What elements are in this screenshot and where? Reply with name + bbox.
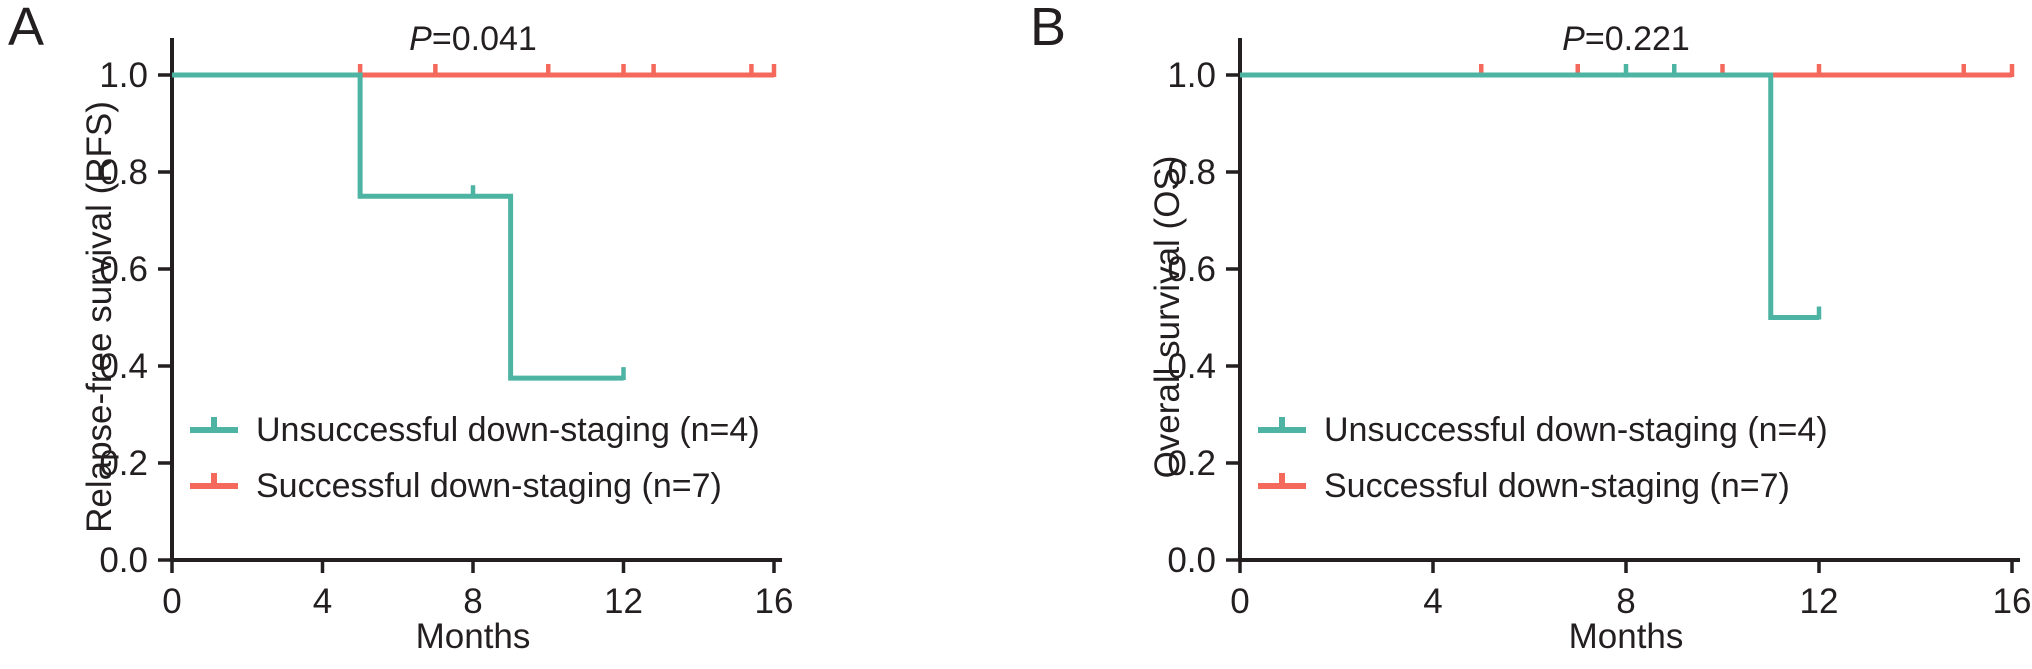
x-tick-label: 4 xyxy=(313,582,332,621)
legend-label-successful: Successful down-staging (n=7) xyxy=(1324,466,1790,505)
legend-item-successful: Successful down-staging (n=7) xyxy=(190,464,760,508)
x-tick-label: 16 xyxy=(1993,582,2032,621)
survival-curve xyxy=(172,72,624,381)
x-tick-label: 0 xyxy=(1230,582,1249,621)
x-tick-label: 16 xyxy=(755,582,794,621)
p-value-text: =0.221 xyxy=(1584,20,1690,58)
x-tick-label: 8 xyxy=(463,582,482,621)
panel-a-pvalue: P=0.041 xyxy=(172,20,774,59)
x-tick-label: 4 xyxy=(1423,582,1442,621)
salmon-censor-marker-icon xyxy=(1258,483,1306,489)
legend-label-successful: Successful down-staging (n=7) xyxy=(256,466,722,505)
p-symbol: P xyxy=(409,20,432,58)
legend-item-unsuccessful: Unsuccessful down-staging (n=4) xyxy=(1258,408,1828,452)
y-tick-label: 1.0 xyxy=(99,56,148,95)
y-tick-label: 0.4 xyxy=(99,347,148,386)
x-tick-label: 12 xyxy=(1800,582,1839,621)
legend-label-unsuccessful: Unsuccessful down-staging (n=4) xyxy=(1324,410,1828,449)
y-tick-label: 0.6 xyxy=(99,250,148,289)
panel-b: B P=0.221 Overall survival (OS) 0 4 8 12 16 1… xyxy=(1016,0,2032,669)
y-tick-label: 0.4 xyxy=(1167,347,1216,386)
y-tick-label: 0.0 xyxy=(99,541,148,580)
teal-censor-marker-icon xyxy=(190,427,238,433)
salmon-censor-marker-icon xyxy=(190,483,238,489)
p-symbol: P xyxy=(1562,20,1585,58)
y-tick-label: 0.2 xyxy=(1167,444,1216,483)
legend-label-unsuccessful: Unsuccessful down-staging (n=4) xyxy=(256,410,760,449)
panel-a-xlabel: Months xyxy=(415,617,531,656)
x-tick-label: 8 xyxy=(1616,582,1635,621)
y-tick-label: 1.0 xyxy=(1167,56,1216,95)
y-tick-label: 0.6 xyxy=(1167,250,1216,289)
y-tick-label: 0.2 xyxy=(99,444,148,483)
panel-b-legend: Unsuccessful down-staging (n=4) Successf… xyxy=(1258,408,1828,508)
panel-a-letter: A xyxy=(8,0,45,57)
panel-b-pvalue: P=0.221 xyxy=(1240,20,2012,59)
y-tick-label: 0.8 xyxy=(99,153,148,192)
survival-curve xyxy=(1240,72,1819,320)
legend-item-successful: Successful down-staging (n=7) xyxy=(1258,464,1828,508)
km-plot-b: 0 4 8 12 16 1.0 0.8 0.6 0.4 0.2 0.0 xyxy=(1167,38,2032,621)
legend-item-unsuccessful: Unsuccessful down-staging (n=4) xyxy=(190,408,760,452)
y-tick-label: 0.8 xyxy=(1167,153,1216,192)
panel-b-letter: B xyxy=(1030,0,1067,57)
teal-censor-marker-icon xyxy=(1258,427,1306,433)
panel-b-xlabel: Months xyxy=(1568,617,1684,656)
y-tick-label: 0.0 xyxy=(1167,541,1216,580)
p-value-text: =0.041 xyxy=(431,20,537,58)
panel-a-legend: Unsuccessful down-staging (n=4) Successf… xyxy=(190,408,760,508)
x-tick-label: 12 xyxy=(604,582,643,621)
km-plot-a: 0 4 8 12 16 1.0 0.8 0.6 0.4 0.2 0.0 xyxy=(99,38,794,621)
x-tick-label: 0 xyxy=(162,582,181,621)
